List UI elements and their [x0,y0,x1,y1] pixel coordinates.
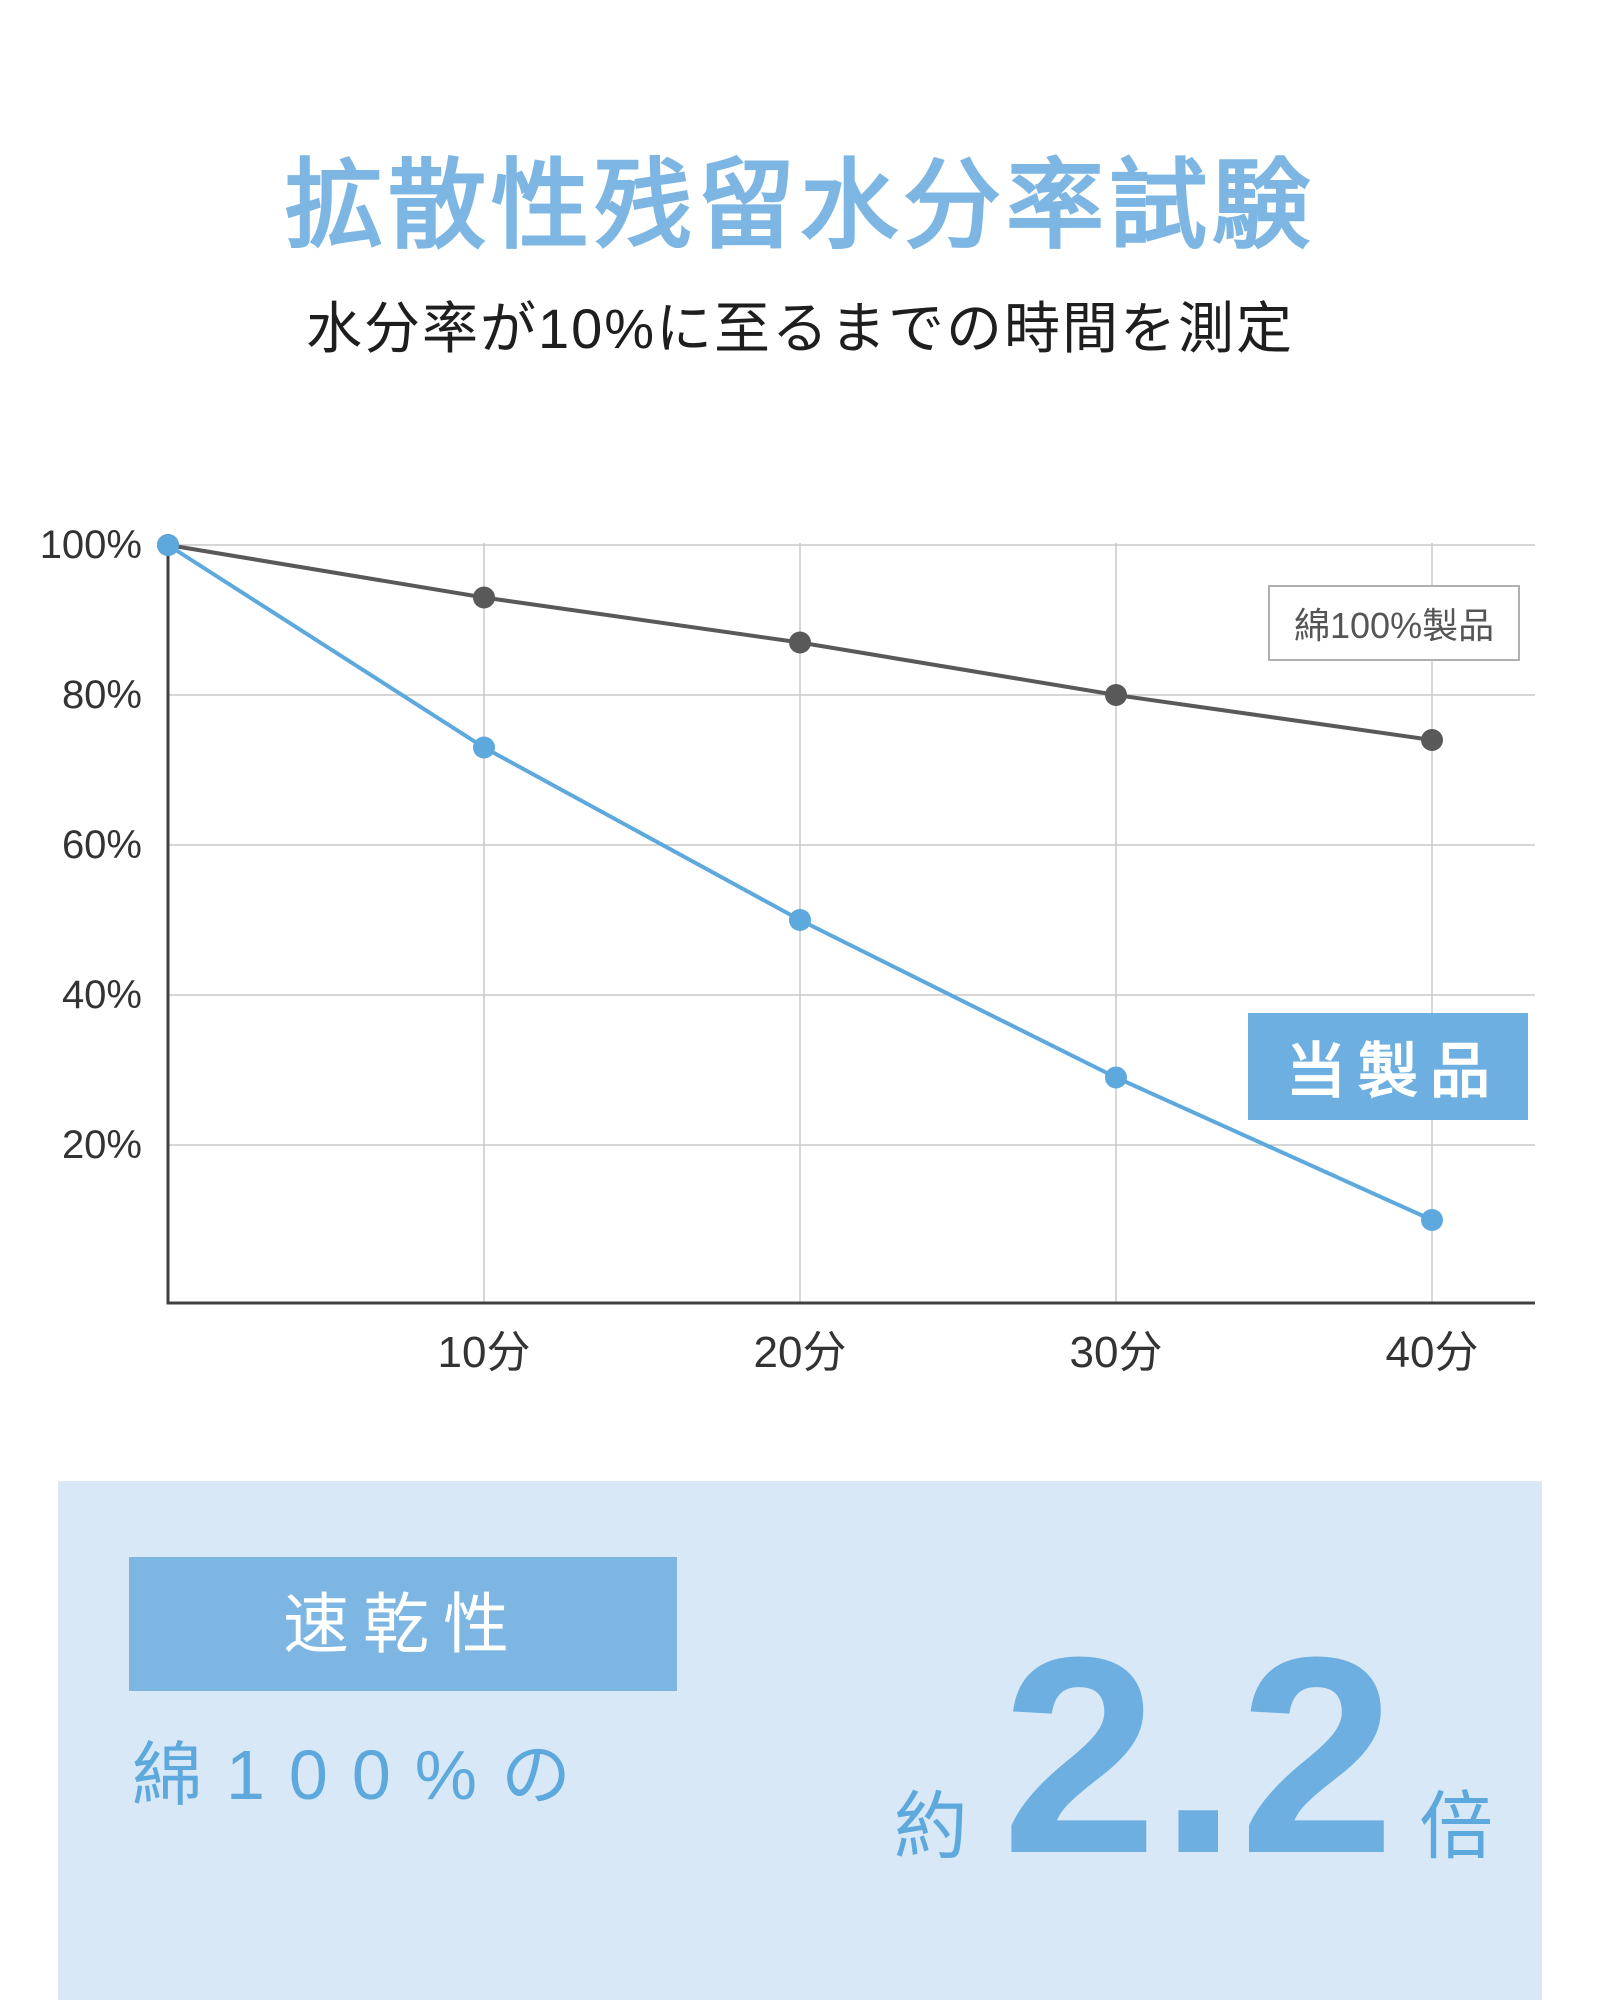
svg-text:60%: 60% [62,823,142,867]
chart-canvas: 20% 40% 60% 80% 100% 10分 20分 30分 40分 [40,523,1535,1377]
legend-cotton-label: 綿100%製品 [1268,585,1521,661]
approx-text: 約 [893,1785,972,1868]
svg-text:40分: 40分 [1386,1328,1479,1377]
ratio-group: 約 2.2 倍 [894,1616,1497,1896]
ratio-unit: 倍 [1419,1785,1497,1868]
svg-text:40%: 40% [62,973,142,1017]
summary-panel: 速乾性 綿100%の 約 2.2 倍 [58,1481,1542,2000]
svg-text:80%: 80% [62,673,142,717]
moisture-line-chart: 20% 40% 60% 80% 100% 10分 20分 30分 40分 綿100%製品 当製品 [0,515,1600,1395]
svg-text:10分: 10分 [438,1328,531,1377]
page-title: 拡散性残留水分率試験 [284,150,1315,260]
svg-text:20分: 20分 [754,1328,847,1377]
svg-text:30分: 30分 [1070,1328,1163,1377]
ratio-value: 2.2 [1001,1600,1397,1912]
svg-text:20%: 20% [62,1123,142,1167]
quick-dry-badge: 速乾性 [129,1557,677,1691]
page-subtitle: 水分率が10%に至るまでの時間を測定 [305,297,1295,360]
svg-text:100%: 100% [40,523,142,567]
legend-product-label: 当製品 [1248,1013,1528,1120]
comparison-text: 綿100%の [132,1736,596,1814]
